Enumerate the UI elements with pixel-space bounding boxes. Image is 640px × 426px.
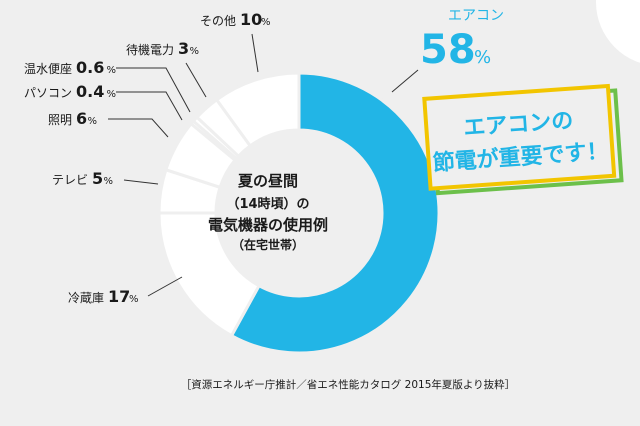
label-value-7: 10 — [240, 10, 262, 29]
slice-labels: エアコン 58% 冷蔵庫 17% テレビ 5 % 照明 6 % パソコン 0.4 % 温水便座 0.6 % 待機… — [24, 8, 504, 306]
label-unit-5: % — [107, 65, 117, 76]
label-name-3: 照明 — [48, 113, 72, 127]
title-line-2: （14時頃）の — [226, 196, 309, 212]
label-unit-1: % — [129, 294, 139, 305]
leader-line-5 — [116, 67, 191, 113]
leader-line-1 — [147, 276, 183, 297]
label-unit-6: % — [190, 46, 200, 57]
label-value-3: 6 — [76, 109, 87, 128]
chart-title: 夏の昼間 （14時頃）の 電気機器の使用例 （在宅世帯） — [208, 172, 328, 252]
label-value-1: 17 — [108, 287, 130, 306]
label-value-5: 0.6 — [76, 58, 104, 77]
label-name-0: エアコン — [448, 8, 504, 24]
label-unit-4: % — [107, 89, 117, 100]
callout-box: エアコンの 節電が重要です！ — [422, 83, 624, 196]
label-unit-7: % — [261, 17, 271, 28]
label-value-4: 0.4 — [76, 82, 104, 101]
donut-slice-0 — [229, 71, 441, 355]
corner-decoration — [596, 0, 640, 63]
label-name-7: その他 — [200, 14, 236, 28]
label-name-2: テレビ — [52, 173, 88, 187]
donut-slice-7 — [214, 71, 301, 148]
leader-lines — [108, 33, 419, 297]
callout-border-outer — [422, 83, 617, 191]
label-name-6: 待機電力 — [126, 42, 174, 57]
leader-line-2 — [123, 179, 159, 185]
label-name-5: 温水便座 — [24, 61, 72, 76]
label-unit-3: % — [88, 116, 98, 127]
label-name-1: 冷蔵庫 — [68, 291, 104, 305]
title-line-4: （在宅世帯） — [232, 237, 304, 252]
leader-line-0 — [391, 69, 419, 93]
leader-line-6 — [185, 62, 207, 98]
label-value-6: 3 — [178, 39, 189, 58]
label-value-0: 58 — [420, 27, 476, 73]
title-line-3: 電気機器の使用例 — [208, 216, 328, 234]
leader-line-7 — [251, 33, 259, 73]
leader-line-4 — [116, 91, 183, 121]
label-unit-0: % — [474, 47, 491, 68]
label-unit-2: % — [104, 176, 114, 187]
label-name-4: パソコン — [24, 86, 72, 100]
title-line-1: 夏の昼間 — [237, 172, 298, 190]
donut-slices — [157, 71, 441, 355]
source-note: ［資源エネルギー庁推計／省エネ性能カタログ 2015年夏版より抜粋］ — [181, 378, 515, 391]
label-value-2: 5 — [92, 169, 103, 188]
leader-line-3 — [108, 118, 169, 138]
